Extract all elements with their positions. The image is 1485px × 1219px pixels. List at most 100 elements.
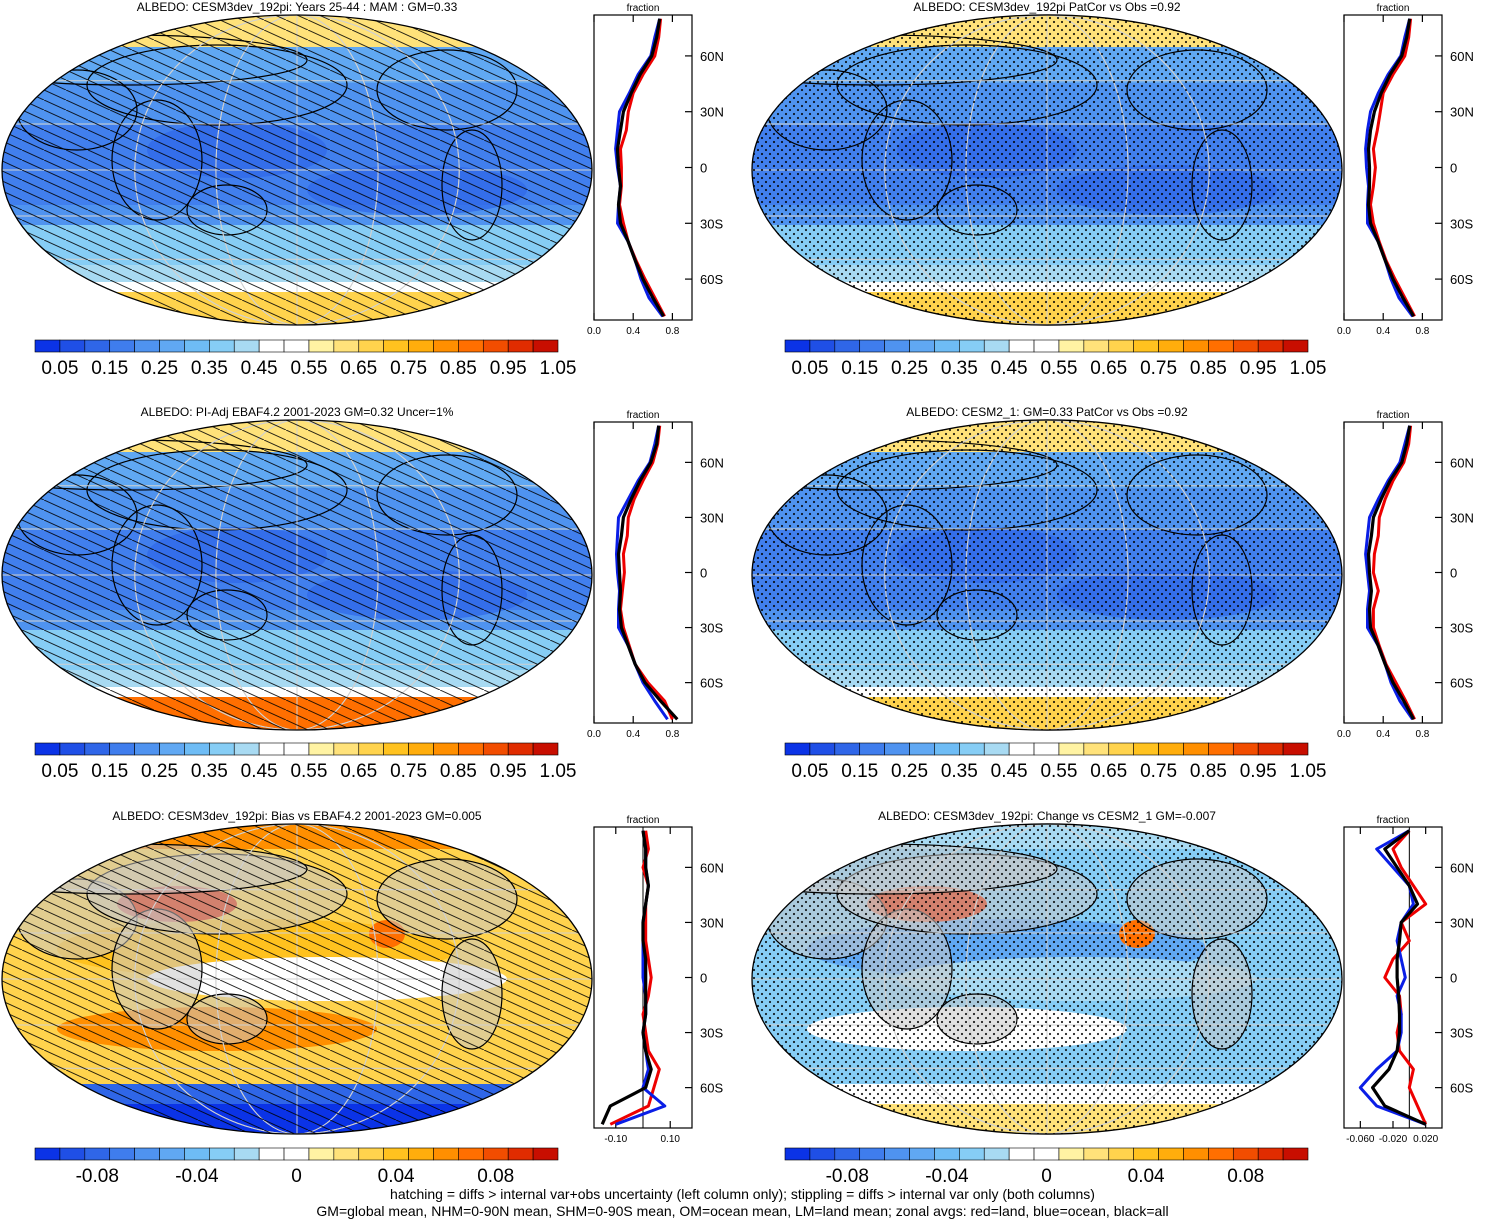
- colorbar-p2: 0.05 0.15 0.25 0.35 0.45 0.55 0.65 0.75 0.85 0.95…: [784, 339, 1326, 379]
- colorbar-swatch: [333, 742, 360, 756]
- colorbar-swatch: [1058, 1147, 1085, 1161]
- colorbar-swatch: [1208, 742, 1234, 756]
- colorbar-swatch: [482, 339, 509, 353]
- colorbar-tick-label: -0.04: [175, 1166, 219, 1187]
- colorbar-tick-label: 0.45: [991, 358, 1028, 379]
- colorbar-swatch: [1232, 339, 1259, 353]
- colorbar-swatch: [1133, 742, 1159, 756]
- colorbar-swatch: [333, 1147, 360, 1161]
- map-p5: ALBEDO: CESM3dev_192pi: Bias vs EBAF4.2 …: [1, 809, 593, 1135]
- map-p6: ALBEDO: CESM3dev_192pi: Change vs CESM2_…: [751, 809, 1343, 1135]
- panel-title: ALBEDO: CESM3dev_192pi: Change vs CESM2_…: [878, 809, 1216, 823]
- zonal-series-land: [1383, 829, 1428, 1125]
- colorbar-swatch: [934, 1147, 960, 1161]
- colorbar-swatch: [1232, 1147, 1259, 1161]
- colorbar-tick-label: 0: [1041, 1166, 1052, 1187]
- lat-tick-label: 0: [1450, 161, 1457, 176]
- colorbar-swatch: [59, 339, 86, 353]
- colorbar-p5: -0.08 -0.04 0 0.04 0.08: [34, 1147, 559, 1187]
- lat-tick-label: 30N: [700, 510, 724, 525]
- lat-tick-label: 60N: [700, 49, 724, 64]
- colorbar-swatch: [784, 1147, 811, 1161]
- colorbar-tick-label: 1.05: [540, 761, 577, 782]
- map-p4: ALBEDO: CESM2_1: GM=0.33 PatCor vs Obs =…: [751, 405, 1343, 731]
- x-tick-label: 0.0: [1337, 729, 1351, 740]
- colorbar-swatch: [109, 339, 135, 353]
- zonal-plot-p6: fraction 60N 30N 0 30S 60S -0.060 -0.020 0.020: [1343, 815, 1474, 1145]
- lat-tick-label: 0: [1450, 971, 1457, 986]
- zonal-series-all: [616, 425, 679, 721]
- lat-tick-label: 30S: [1450, 1026, 1473, 1041]
- colorbar-tick-label: 0.05: [791, 761, 828, 782]
- colorbar-tick-label: 0.05: [41, 358, 78, 379]
- lat-tick-label: 60N: [1450, 49, 1474, 64]
- lat-tick-label: 30N: [1450, 105, 1474, 120]
- colorbar-swatch: [884, 742, 910, 756]
- colorbar-tick-label: 0.08: [477, 1166, 514, 1187]
- colorbar-swatch: [1058, 742, 1085, 756]
- colorbar-swatch: [59, 742, 86, 756]
- colorbar-swatch: [1158, 742, 1184, 756]
- colorbar-tick-label: 0.55: [1040, 358, 1077, 379]
- colorbar-swatch: [1133, 339, 1159, 353]
- colorbar-swatch: [258, 1147, 285, 1161]
- colorbar-swatch: [233, 1147, 260, 1161]
- x-tick-label: 0.4: [626, 729, 640, 740]
- zonal-series-all: [1366, 425, 1416, 721]
- colorbar-swatch: [784, 339, 811, 353]
- colorbar-tick-label: 0.55: [1040, 761, 1077, 782]
- colorbar-swatch: [532, 742, 559, 756]
- colorbar-swatch: [308, 742, 335, 756]
- colorbar-swatch: [358, 339, 384, 353]
- colorbar-swatch: [159, 339, 185, 353]
- colorbar-swatch: [34, 742, 61, 756]
- zonal-plot-p3: fraction 60N 30N 0 30S 60S 0.0 0.4 0.8: [587, 410, 724, 740]
- colorbar-swatch: [983, 742, 1010, 756]
- lat-tick-label: 30S: [1450, 216, 1473, 231]
- x-tick-label: 0.0: [587, 729, 601, 740]
- zonal-series-all: [1366, 18, 1415, 318]
- x-tick-label: 0.8: [665, 729, 679, 740]
- colorbar-swatch: [959, 1147, 985, 1161]
- colorbar-swatch: [1257, 1147, 1284, 1161]
- colorbar-tick-label: 0.95: [1240, 358, 1277, 379]
- lat-tick-label: 30S: [700, 216, 723, 231]
- map-p3: ALBEDO: PI-Adj EBAF4.2 2001-2023 GM=0.32…: [1, 405, 593, 731]
- colorbar-swatch: [934, 339, 960, 353]
- zonal-title: fraction: [627, 815, 660, 826]
- colorbar-swatch: [809, 339, 836, 353]
- colorbar-tick-label: -0.04: [925, 1166, 969, 1187]
- zonal-title: fraction: [627, 3, 660, 14]
- lat-tick-label: 30S: [700, 621, 723, 636]
- colorbar-swatch: [34, 1147, 61, 1161]
- lat-tick-label: 60S: [1450, 676, 1473, 691]
- colorbar-tick-label: 0: [291, 1166, 302, 1187]
- colorbar-swatch: [358, 742, 384, 756]
- lat-tick-label: 30N: [700, 915, 724, 930]
- colorbar-swatch: [1282, 339, 1309, 353]
- colorbar-swatch: [109, 1147, 135, 1161]
- panel-title: ALBEDO: CESM2_1: GM=0.33 PatCor vs Obs =…: [906, 405, 1188, 419]
- x-tick-label: 0.0: [587, 326, 601, 337]
- colorbar-swatch: [458, 339, 484, 353]
- zonal-series-all: [600, 830, 653, 1125]
- colorbar-swatch: [383, 1147, 409, 1161]
- colorbar-p1: 0.05 0.15 0.25 0.35 0.45 0.55 0.65 0.75 0.85 0.95…: [34, 339, 576, 379]
- zonal-plot-p4: fraction 60N 30N 0 30S 60S 0.0 0.4 0.8: [1337, 410, 1474, 740]
- colorbar-swatch: [159, 742, 185, 756]
- colorbar-tick-label: 0.08: [1227, 1166, 1264, 1187]
- colorbar-tick-label: 0.95: [490, 358, 527, 379]
- zonal-series-all: [1370, 829, 1427, 1126]
- x-tick-label: -0.060: [1346, 1134, 1375, 1145]
- colorbar-tick-label: 0.85: [440, 761, 477, 782]
- colorbar-swatch: [458, 742, 484, 756]
- zonal-series-ocean: [1358, 829, 1427, 1126]
- lat-tick-label: 60N: [1450, 860, 1474, 875]
- colorbar-swatch: [283, 1147, 310, 1161]
- panel-title: ALBEDO: CESM3dev_192pi PatCor vs Obs =0.…: [913, 0, 1180, 14]
- lat-tick-label: 0: [700, 971, 707, 986]
- colorbar-swatch: [134, 1147, 160, 1161]
- colorbar-swatch: [383, 339, 409, 353]
- colorbar-swatch: [258, 339, 285, 353]
- colorbar-swatch: [1108, 742, 1134, 756]
